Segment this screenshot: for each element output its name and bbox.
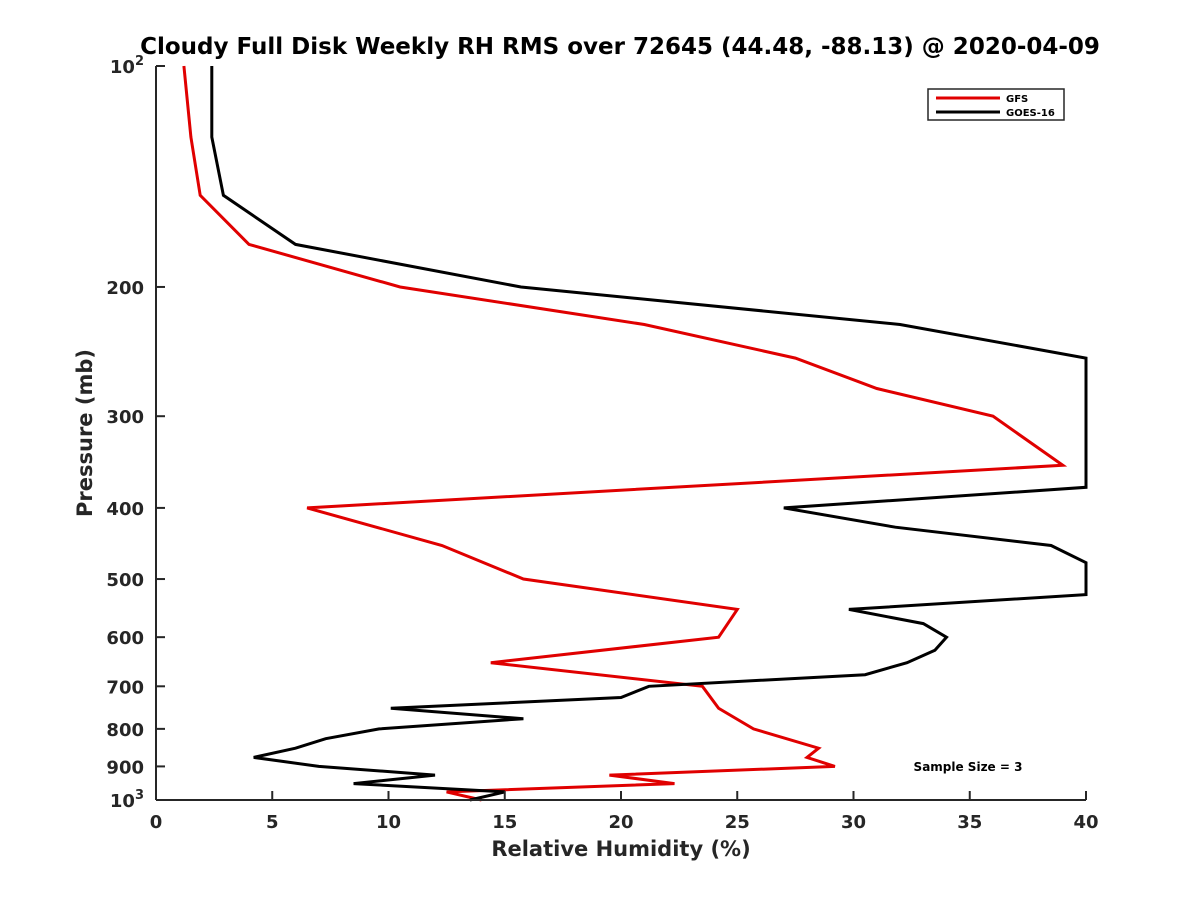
x-tick-label: 15 [492,812,517,833]
y-tick-label: 800 [106,720,144,741]
x-tick-label: 0 [150,812,163,833]
x-axis-label: Relative Humidity (%) [491,837,750,861]
y-tick-label: 102 [110,54,144,78]
x-tick-label: 35 [957,812,982,833]
x-axis-ticks: 0 5 10 15 20 25 30 35 40 [150,791,1099,833]
plot-area [156,66,1086,800]
legend-box [927,88,1065,121]
y-tick-label: 700 [106,677,144,698]
chart-title: Cloudy Full Disk Weekly RH RMS over 7264… [140,34,1100,60]
y-tick-label: 200 [106,278,144,299]
series-line-gfs [182,65,1068,802]
y-axis-label: Pressure (mb) [73,349,97,517]
series-layer [182,65,1088,802]
x-tick-label: 30 [841,812,866,833]
y-tick-label: 500 [106,570,144,591]
series-line-goes-16 [210,66,1088,802]
y-tick-label: 300 [106,407,144,428]
x-tick-label: 20 [608,812,633,833]
legend: GFS GOES-16 [927,88,1065,121]
x-tick-label: 5 [266,812,279,833]
y-tick-label: 600 [106,628,144,649]
y-axis-ticks: 102 200 300 400 500 600 700 800 900 103 [106,54,165,812]
x-tick-label: 40 [1073,812,1098,833]
x-tick-label: 10 [376,812,401,833]
y-tick-label: 103 [110,788,144,812]
x-tick-label: 25 [725,812,750,833]
legend-label: GOES-16 [1006,108,1055,119]
legend-label: GFS [1006,94,1028,105]
y-tick-label: 900 [106,757,144,778]
y-tick-label: 400 [106,499,144,520]
sample-size-annotation: Sample Size = 3 [914,760,1023,774]
